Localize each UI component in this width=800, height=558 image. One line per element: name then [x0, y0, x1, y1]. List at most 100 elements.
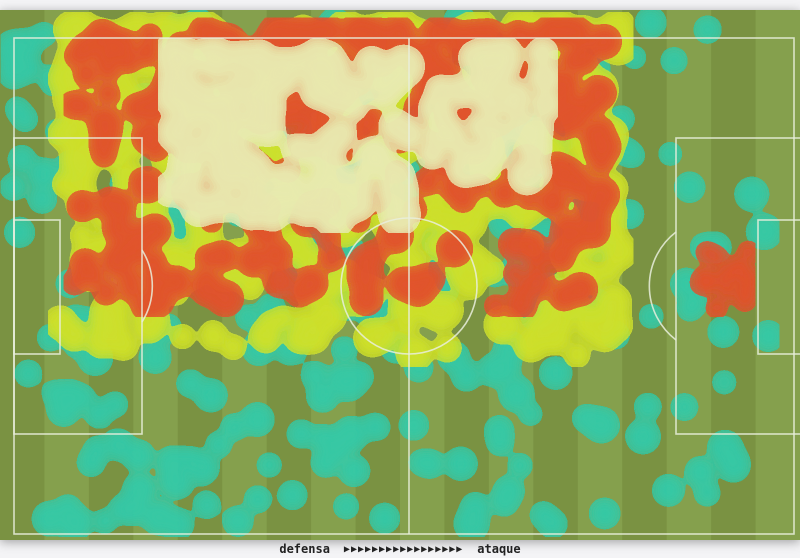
heat-blob	[510, 206, 528, 224]
heat-blob	[199, 249, 216, 266]
heat-blob	[368, 418, 386, 436]
heat-blob	[532, 65, 558, 91]
heat-blob	[98, 192, 122, 216]
heat-blob	[639, 11, 662, 34]
heat-blob	[527, 248, 547, 267]
heat-blob	[74, 97, 92, 115]
heat-blob	[52, 123, 74, 145]
heat-blob	[548, 243, 571, 267]
heat-blob	[675, 272, 698, 296]
right-penalty-arc	[648, 231, 677, 341]
heat-blob	[529, 162, 548, 181]
heat-blob	[432, 297, 459, 324]
heat-blob	[698, 484, 716, 502]
heat-blob	[305, 365, 325, 385]
heat-blob	[638, 397, 657, 416]
heat-blob	[567, 22, 584, 39]
heat-blob	[146, 104, 163, 121]
pitch-lines	[13, 37, 800, 535]
heat-blob	[594, 156, 608, 171]
heat-blob	[509, 293, 533, 317]
heat-blob	[127, 97, 149, 119]
heat-blob	[272, 58, 298, 85]
heat-blob	[425, 202, 444, 221]
heat-blob	[627, 50, 642, 65]
heat-blob	[31, 162, 56, 186]
heat-blob	[521, 136, 547, 162]
heat-blob	[689, 461, 712, 484]
heat-blob	[524, 270, 550, 296]
heat-blob	[751, 218, 778, 245]
heat-blob	[97, 128, 116, 146]
heat-blob	[346, 170, 372, 196]
heat-blob	[604, 204, 623, 223]
heat-blob	[96, 513, 113, 530]
heat-blob	[352, 263, 379, 290]
defense-label: defensa	[279, 542, 330, 556]
heat-blob	[204, 327, 224, 347]
heat-blob	[678, 176, 701, 198]
heat-blob	[553, 286, 574, 307]
heat-blob	[253, 327, 269, 343]
heat-blob	[458, 271, 482, 295]
heat-blob	[721, 453, 746, 478]
heat-blob	[106, 396, 124, 413]
heat-blob	[348, 366, 369, 387]
heat-blob	[267, 268, 293, 293]
heat-blob	[359, 51, 384, 75]
heat-blob	[143, 345, 167, 369]
heat-blob	[405, 275, 432, 302]
heat-blob	[329, 122, 352, 145]
heat-blob	[421, 143, 443, 165]
attack-label: ataque	[477, 542, 521, 556]
heat-blob	[75, 253, 96, 274]
heat-blob	[107, 217, 129, 240]
heat-blob	[418, 172, 437, 191]
heat-blob	[681, 300, 699, 317]
heat-blob	[245, 407, 270, 432]
heat-blob	[358, 33, 383, 59]
heat-blob	[142, 28, 158, 43]
heat-blob	[320, 229, 337, 246]
heat-blob	[207, 190, 236, 218]
heat-blob	[282, 97, 306, 122]
pitch-heatmap	[0, 10, 800, 540]
heat-blob	[533, 92, 558, 117]
heat-blob	[335, 263, 356, 283]
heat-blob	[227, 74, 248, 95]
heat-blob	[389, 147, 408, 165]
heat-blob	[241, 278, 259, 296]
heat-blob	[326, 81, 351, 106]
heat-blob	[96, 49, 112, 65]
heat-blob	[432, 19, 454, 41]
heat-blob	[291, 424, 311, 444]
heat-blob	[427, 237, 445, 254]
heat-blob	[308, 183, 337, 212]
heat-blob	[300, 250, 324, 274]
heat-blob	[117, 164, 139, 187]
heat-blob	[498, 335, 522, 359]
heat-blob	[145, 504, 172, 531]
heat-blob	[568, 264, 584, 279]
heat-blob	[185, 193, 214, 222]
heat-blob	[77, 142, 100, 165]
heat-blob	[179, 140, 207, 167]
heat-blob	[739, 280, 753, 294]
heat-blob	[314, 302, 342, 330]
heat-blob	[262, 315, 279, 332]
heat-blob	[56, 174, 76, 194]
heat-blob	[295, 312, 311, 328]
heat-blob	[286, 139, 306, 159]
heat-blob	[46, 384, 63, 402]
heat-blob	[111, 240, 134, 263]
heat-blob	[100, 86, 116, 102]
heat-blob	[337, 498, 355, 515]
heat-blob	[161, 117, 192, 148]
heat-blob	[206, 83, 230, 107]
heat-blob	[158, 177, 184, 202]
heat-blob	[248, 490, 267, 509]
heat-blob	[555, 218, 582, 245]
heat-blob	[739, 181, 765, 207]
heat-blob	[521, 191, 537, 206]
heat-blob	[19, 364, 38, 383]
